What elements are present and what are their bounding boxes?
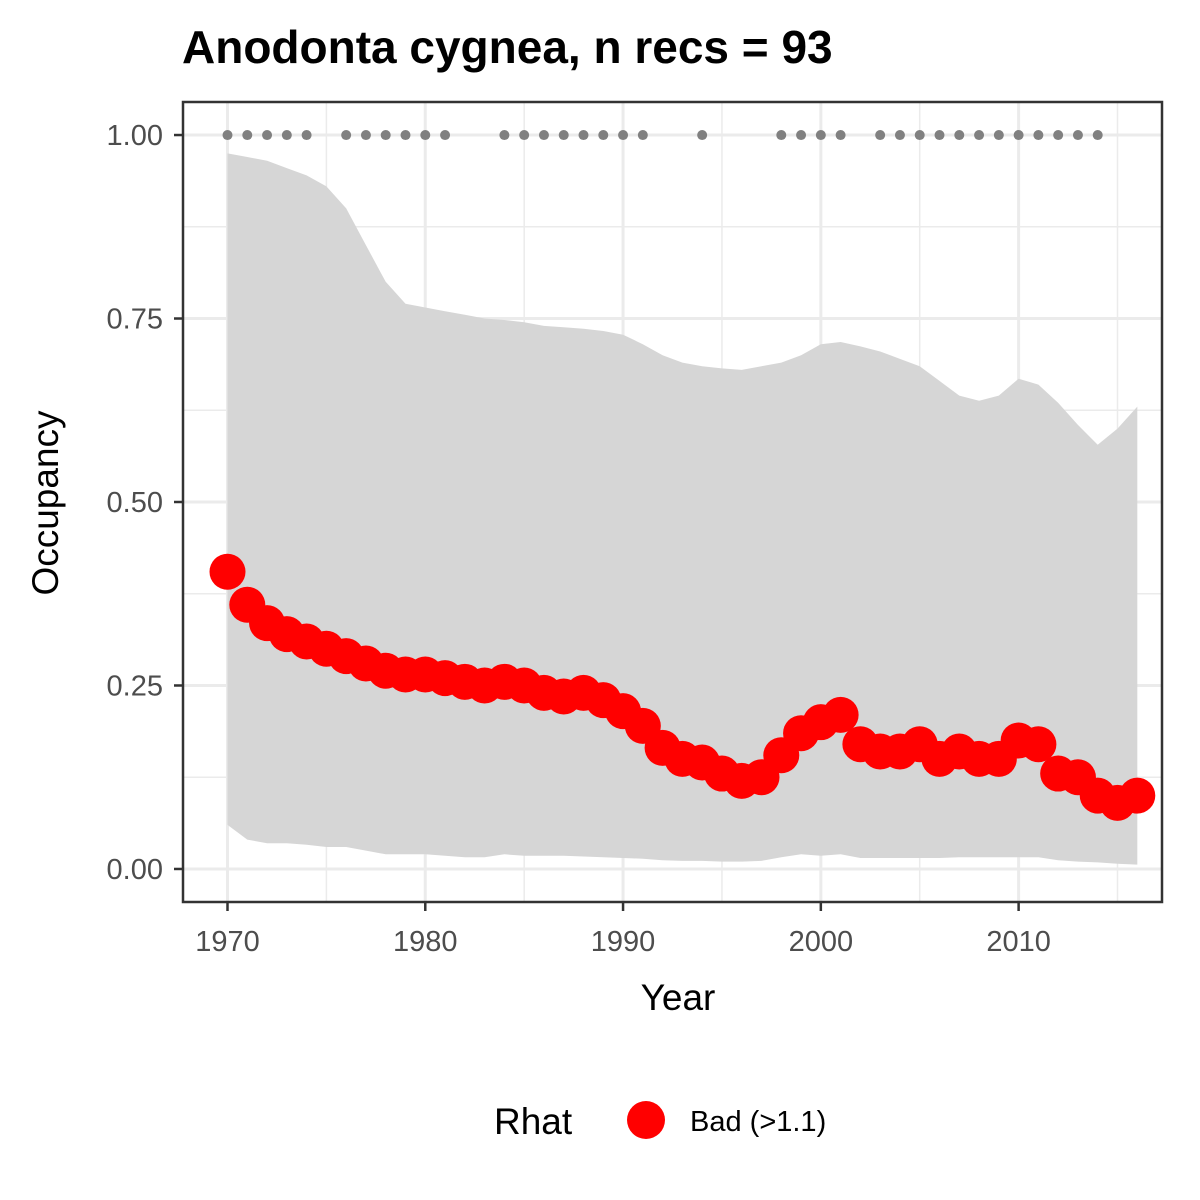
record-dot [1072, 130, 1083, 141]
record-dot [420, 130, 431, 141]
y-axis: 0.00 0.25 0.50 0.75 1.00 [107, 120, 183, 886]
record-dot [914, 130, 925, 141]
chart-title: Anodonta cygnea, n recs = 93 [182, 21, 833, 73]
x-tick-label: 1990 [591, 926, 656, 958]
y-tick-label: 0.50 [107, 487, 163, 519]
y-tick-label: 1.00 [107, 120, 163, 152]
legend-title: Rhat [494, 1101, 573, 1142]
record-dot [440, 130, 451, 141]
record-dot [934, 130, 945, 141]
record-dot [341, 130, 352, 141]
record-dot [835, 130, 846, 141]
record-dot [697, 130, 708, 141]
record-dot [281, 130, 292, 141]
y-tick-label: 0.00 [107, 854, 163, 886]
record-dot [222, 130, 233, 141]
x-axis-title: Year [641, 977, 716, 1018]
legend: Rhat Bad (>1.1) [494, 1101, 826, 1142]
record-dot [894, 130, 905, 141]
record-dot [1033, 130, 1044, 141]
record-dot [558, 130, 569, 141]
record-dot [360, 130, 371, 141]
record-dot [796, 130, 807, 141]
x-axis: 1970 1980 1990 2000 2010 [195, 902, 1051, 958]
record-dot [578, 130, 589, 141]
record-dot [1013, 130, 1024, 141]
record-dot [400, 130, 411, 141]
record-dots [222, 130, 1103, 141]
legend-key-red-circle [627, 1101, 665, 1139]
record-dot [519, 130, 530, 141]
record-dot [618, 130, 629, 141]
record-dot [954, 130, 965, 141]
record-dot [1092, 130, 1103, 141]
record-dot [301, 130, 312, 141]
data-point [1119, 777, 1156, 814]
record-dot [538, 130, 549, 141]
record-dot [875, 130, 886, 141]
x-tick-label: 1970 [195, 926, 260, 958]
record-dot [1053, 130, 1064, 141]
x-tick-label: 1980 [393, 926, 458, 958]
record-dot [242, 130, 253, 141]
x-tick-label: 2000 [789, 926, 854, 958]
y-axis-title: Occupancy [25, 410, 66, 596]
y-tick-label: 0.25 [107, 670, 163, 702]
data-point [822, 696, 859, 733]
record-dot [637, 130, 648, 141]
y-tick-label: 0.75 [107, 304, 163, 336]
record-dot [262, 130, 273, 141]
occupancy-series [209, 553, 1156, 821]
record-dot [598, 130, 609, 141]
record-dot [993, 130, 1004, 141]
x-tick-label: 2010 [986, 926, 1051, 958]
record-dot [815, 130, 826, 141]
record-dot [776, 130, 787, 141]
legend-label-bad: Bad (>1.1) [690, 1106, 826, 1138]
data-point [209, 553, 246, 590]
record-dot [499, 130, 510, 141]
record-dot [974, 130, 985, 141]
record-dot [380, 130, 391, 141]
data-point [1020, 726, 1057, 763]
